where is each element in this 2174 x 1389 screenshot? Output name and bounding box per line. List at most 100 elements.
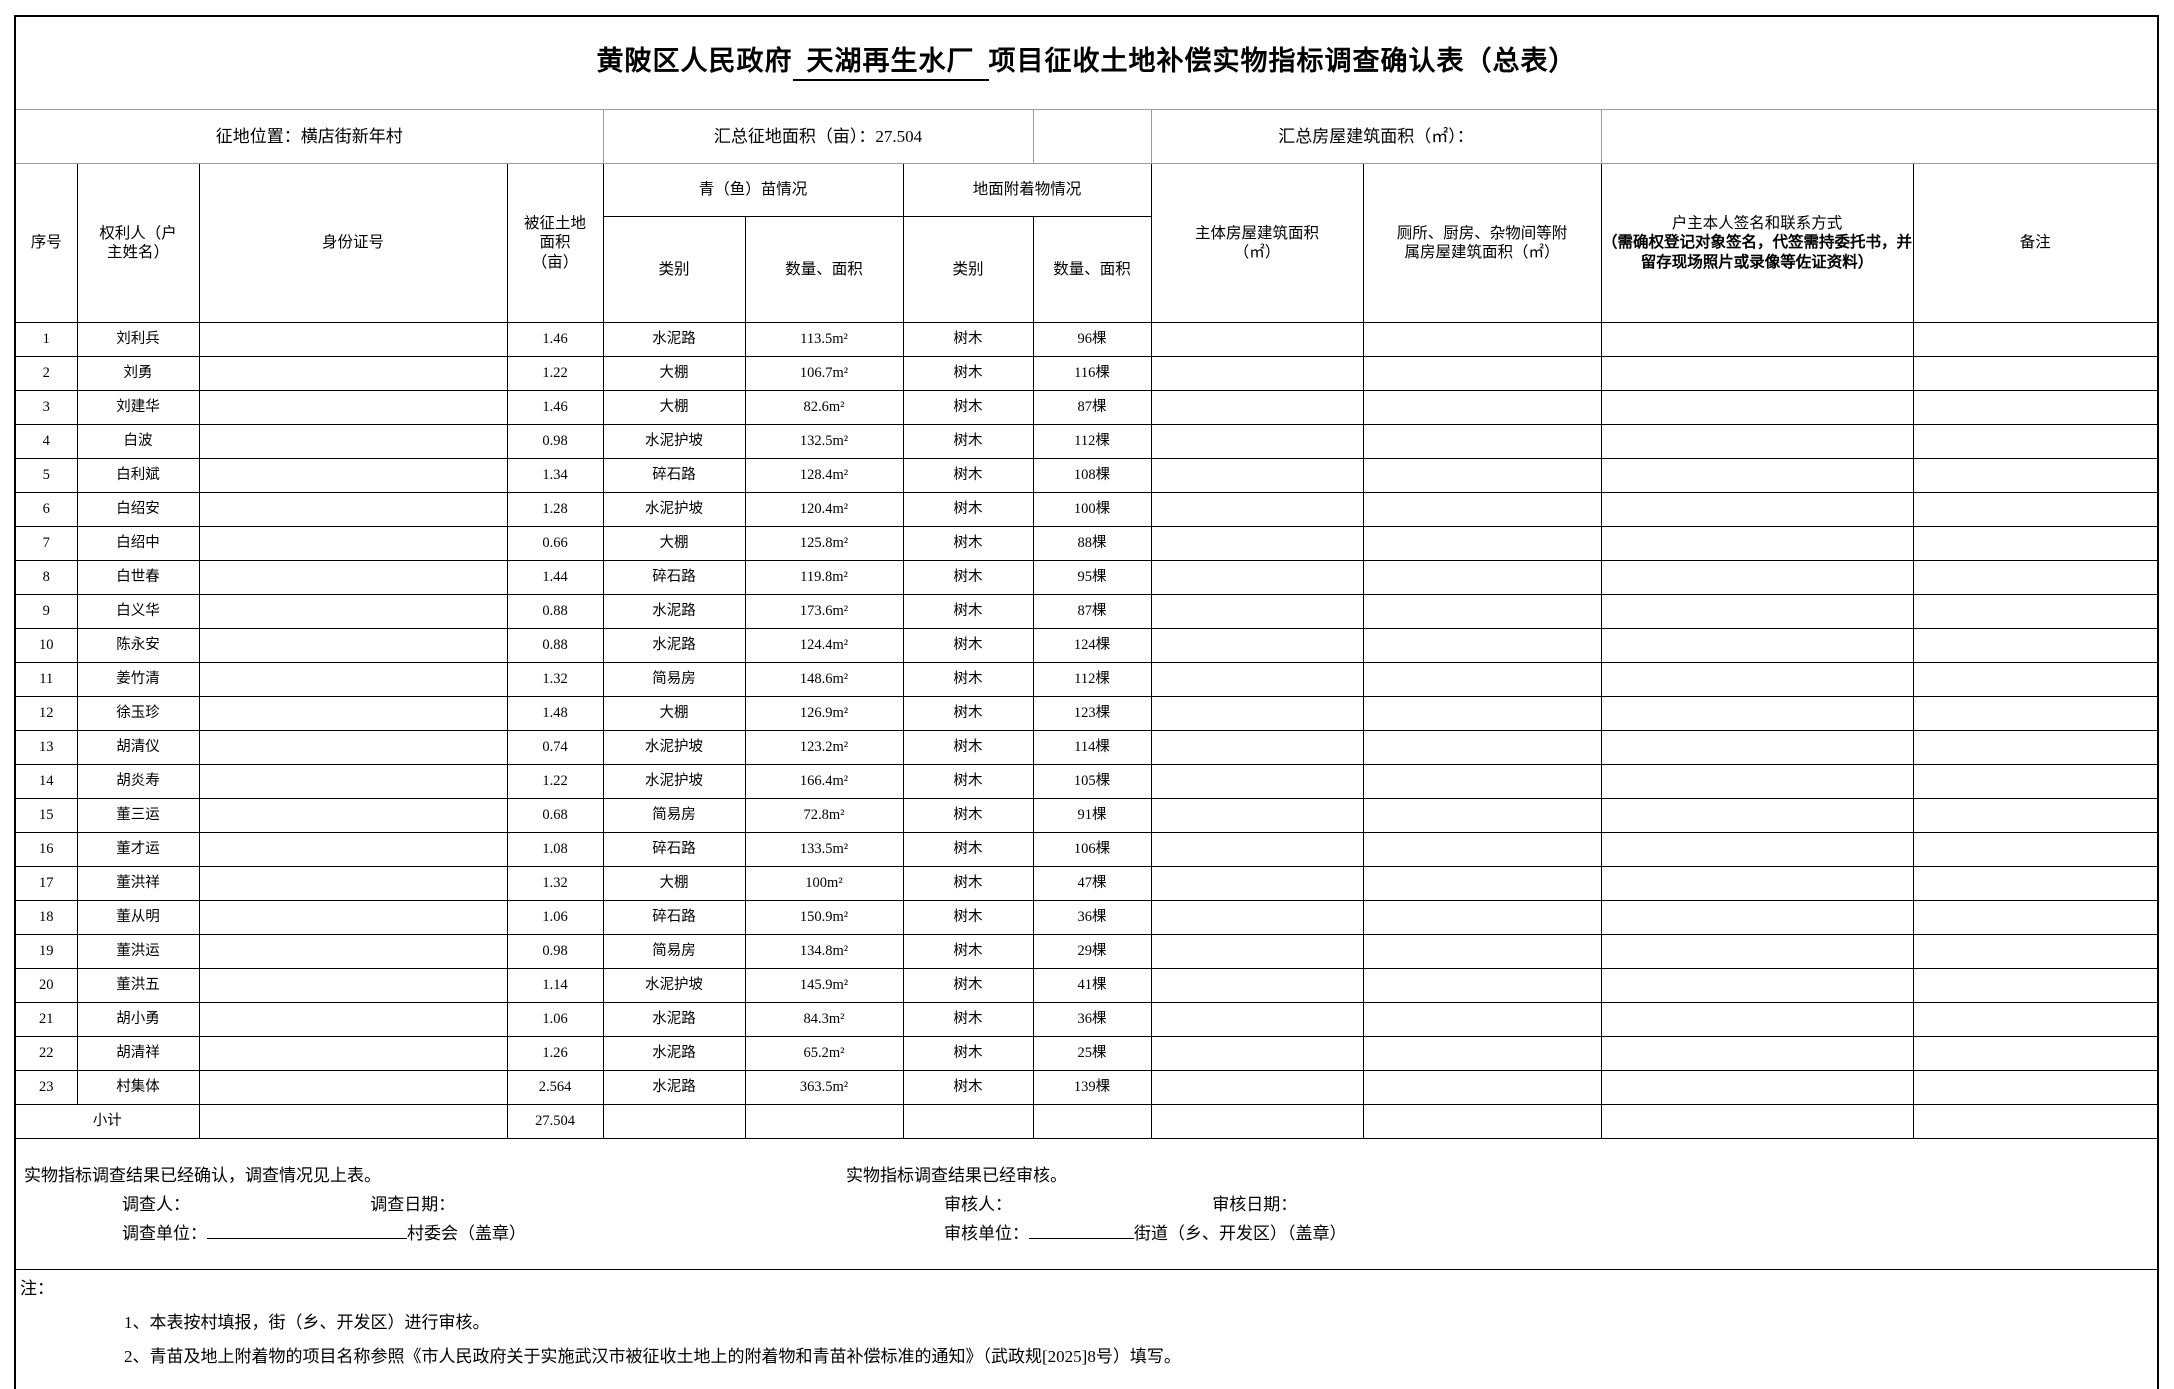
crop-qty-cell: 134.8m² — [744, 934, 904, 969]
id-number-cell — [198, 390, 508, 425]
att-type-cell: 树木 — [902, 730, 1034, 765]
aux-area-cell — [1362, 322, 1602, 357]
id-number-cell — [198, 832, 508, 867]
survey-unit-label: 调查单位： — [122, 1224, 207, 1243]
signature-cell — [1600, 390, 1914, 425]
att-qty-cell: 114棵 — [1032, 730, 1152, 765]
signature-cell — [1600, 662, 1914, 697]
signature-cell — [1600, 934, 1914, 969]
att-qty-cell: 123棵 — [1032, 696, 1152, 731]
seq-cell: 16 — [14, 832, 78, 867]
aux-area-cell — [1362, 696, 1602, 731]
seq-cell: 1 — [14, 322, 78, 357]
aux-area-cell — [1362, 934, 1602, 969]
att-qty-cell: 100棵 — [1032, 492, 1152, 527]
remark-cell — [1912, 628, 2159, 663]
aux-area-cell — [1362, 1070, 1602, 1105]
notes-section: 注： 1、本表按村填报，街（乡、开发区）进行审核。 2、青苗及地上附着物的项目名… — [14, 1269, 2159, 1389]
crop-qty-cell: 113.5m² — [744, 322, 904, 357]
att-qty-cell: 124棵 — [1032, 628, 1152, 663]
crop-type-cell: 水泥护坡 — [602, 764, 746, 799]
col-header-aux-building: 厕所、厨房、杂物间等附 属房屋建筑面积（㎡） — [1362, 163, 1602, 323]
table-row: 4 白波 0.98 水泥护坡 132.5m² 树木 112棵 — [14, 424, 2159, 459]
id-number-cell — [198, 458, 508, 493]
signature-cell — [1600, 628, 1914, 663]
land-area-cell: 0.74 — [506, 730, 604, 765]
aux-area-cell — [1362, 356, 1602, 391]
remark-cell — [1912, 1002, 2159, 1037]
remark-cell — [1912, 322, 2159, 357]
aux-area-cell — [1362, 968, 1602, 1003]
main-area-cell — [1150, 390, 1364, 425]
crop-type-cell: 水泥路 — [602, 1036, 746, 1071]
att-type-cell: 树木 — [902, 424, 1034, 459]
table-row: 9 白义华 0.88 水泥路 173.6m² 树木 87棵 — [14, 594, 2159, 629]
notes-row: 注： 1、本表按村填报，街（乡、开发区）进行审核。 2、青苗及地上附着物的项目名… — [14, 1269, 2159, 1389]
aux-area-cell — [1362, 662, 1602, 697]
owner-cell: 刘建华 — [76, 390, 200, 425]
remark-cell — [1912, 492, 2159, 527]
table-row: 1 刘利兵 1.46 水泥路 113.5m² 树木 96棵 — [14, 322, 2159, 357]
att-qty-cell: 108棵 — [1032, 458, 1152, 493]
subtotal-land-area: 27.504 — [506, 1104, 604, 1139]
crop-type-cell: 水泥路 — [602, 1070, 746, 1105]
id-number-cell — [198, 730, 508, 765]
crop-type-cell: 碎石路 — [602, 458, 746, 493]
owner-cell: 刘勇 — [76, 356, 200, 391]
att-type-cell: 树木 — [902, 628, 1034, 663]
seq-cell: 4 — [14, 424, 78, 459]
subtotal-empty-cell — [602, 1104, 746, 1139]
land-area-cell: 1.34 — [506, 458, 604, 493]
aux-area-cell — [1362, 764, 1602, 799]
att-type-cell: 树木 — [902, 832, 1034, 867]
confirmation-form-table: 黄陂区人民政府 天湖再生水厂 项目征收土地补偿实物指标调查确认表（总表） 征地位置：… — [14, 15, 2160, 1389]
main-area-cell — [1150, 1002, 1364, 1037]
main-area-cell — [1150, 968, 1364, 1003]
land-area-cell: 1.14 — [506, 968, 604, 1003]
crop-qty-cell: 82.6m² — [744, 390, 904, 425]
table-row: 17 董洪祥 1.32 大棚 100m² 树木 47棵 — [14, 866, 2159, 901]
remark-cell — [1912, 390, 2159, 425]
signature-cell — [1600, 900, 1914, 935]
land-area-cell: 1.26 — [506, 1036, 604, 1071]
aux-area-cell — [1362, 390, 1602, 425]
id-number-cell — [198, 356, 508, 391]
crop-qty-cell: 120.4m² — [744, 492, 904, 527]
owner-cell: 胡小勇 — [76, 1002, 200, 1037]
remark-cell — [1912, 458, 2159, 493]
subtotal-empty-cell — [1032, 1104, 1152, 1139]
main-area-cell — [1150, 458, 1364, 493]
crop-type-cell: 水泥路 — [602, 628, 746, 663]
land-area-cell: 0.66 — [506, 526, 604, 561]
col-header-attachment-quantity: 数量、面积 — [1032, 216, 1152, 323]
review-unit-suffix: 街道（乡、开发区）（盖章） — [1134, 1224, 1347, 1243]
att-qty-cell: 112棵 — [1032, 662, 1152, 697]
crop-type-cell: 水泥护坡 — [602, 968, 746, 1003]
crop-type-cell: 简易房 — [602, 798, 746, 833]
survey-unit-suffix: 村委会（盖章） — [407, 1224, 526, 1243]
signature-cell — [1600, 730, 1914, 765]
seq-cell: 11 — [14, 662, 78, 697]
owner-cell: 白绍中 — [76, 526, 200, 561]
owner-cell: 董从明 — [76, 900, 200, 935]
att-qty-cell: 139棵 — [1032, 1070, 1152, 1105]
crop-type-cell: 水泥护坡 — [602, 424, 746, 459]
land-location-label: 征地位置：横店街新年村 — [14, 109, 604, 164]
table-row: 11 姜竹清 1.32 简易房 148.6m² 树木 112棵 — [14, 662, 2159, 697]
seq-cell: 20 — [14, 968, 78, 1003]
crop-type-cell: 碎石路 — [602, 900, 746, 935]
seq-cell: 8 — [14, 560, 78, 595]
total-land-area-label: 汇总征地面积（亩）：27.504 — [602, 109, 1034, 164]
id-number-cell — [198, 968, 508, 1003]
col-header-owner: 权利人（户 主姓名） — [76, 163, 200, 323]
table-row: 18 董从明 1.06 碎石路 150.9m² 树木 36棵 — [14, 900, 2159, 935]
seq-cell: 19 — [14, 934, 78, 969]
header-group-row: 序号 权利人（户 主姓名） 身份证号 被征土地 面积 （亩） 青（鱼）苗情况 地… — [14, 163, 2159, 323]
review-confirmation-block: 实物指标调查结果已经审核。 审核人： 审核日期： 审核单位： 街道（乡、开发区）（… — [846, 1161, 1347, 1248]
table-row: 16 董才运 1.08 碎石路 133.5m² 树木 106棵 — [14, 832, 2159, 867]
att-type-cell: 树木 — [902, 356, 1034, 391]
title-row: 黄陂区人民政府 天湖再生水厂 项目征收土地补偿实物指标调查确认表（总表） — [15, 15, 2159, 110]
att-qty-cell: 91棵 — [1032, 798, 1152, 833]
att-type-cell: 树木 — [902, 526, 1034, 561]
main-area-cell — [1150, 900, 1364, 935]
